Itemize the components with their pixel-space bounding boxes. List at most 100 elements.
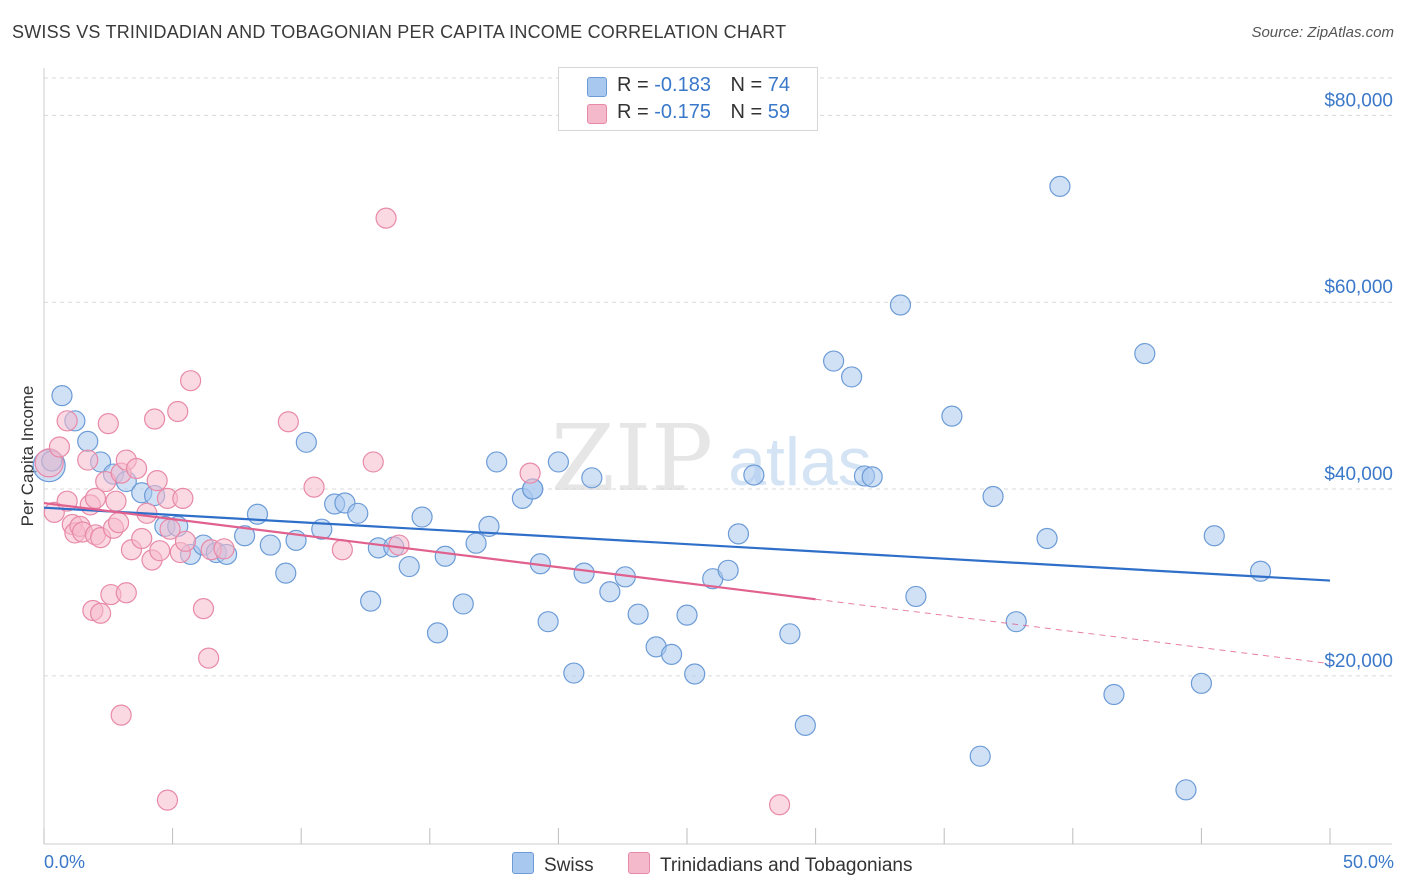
swiss-point (426, 622, 449, 644)
chart-source: Source: ZipAtlas.com (1251, 24, 1394, 41)
trini-point (375, 207, 397, 229)
swiss-point (599, 581, 621, 603)
trini-point (388, 534, 410, 556)
trini-legend-swatch (628, 852, 650, 874)
trini-point (146, 470, 168, 492)
swiss-point (1175, 779, 1197, 801)
y-tick-label: $20,000 (1324, 651, 1393, 672)
y-tick-labels: $20,000 $40,000 $60,000 $80,000 (1324, 90, 1393, 671)
trini-r-value: -0.175 (654, 101, 711, 123)
swiss-legend-label: Swiss (544, 855, 594, 876)
swiss-point (295, 431, 317, 453)
swiss-point (465, 532, 487, 554)
trini-point (156, 789, 179, 811)
trini-point (362, 451, 384, 473)
swiss-point (982, 485, 1004, 508)
swiss-legend-swatch (512, 852, 534, 874)
swiss-trend-line (43, 506, 1331, 582)
trini-point (331, 539, 353, 561)
x-min-label: 0.0% (44, 852, 86, 872)
swiss-point (889, 294, 912, 316)
watermark: ZIP atlas (551, 405, 872, 512)
swiss-point (1103, 683, 1125, 706)
trini-points (34, 207, 791, 816)
swiss-r-value: -0.183 (654, 74, 711, 96)
trini-point (143, 408, 166, 430)
swiss-point (563, 662, 585, 684)
swiss-point (727, 523, 750, 545)
trini-point (56, 410, 78, 432)
swiss-point (1049, 175, 1071, 197)
swiss-point (51, 385, 73, 407)
swiss-point (360, 590, 382, 612)
axes (43, 68, 1392, 845)
trini-n-value: 59 (767, 101, 791, 123)
trini-point (192, 597, 215, 620)
trini-legend-label: Trinidadians and Tobagonians (660, 855, 913, 876)
legend-row-swiss: R = -0.183 N = 74 (587, 74, 790, 97)
trini-point (48, 436, 71, 458)
watermark-atlas: atlas (728, 424, 872, 500)
swiss-point (1203, 525, 1225, 547)
legend-item-swiss[interactable]: Swiss (512, 852, 594, 877)
swiss-point (411, 506, 433, 528)
trini-point (115, 582, 137, 604)
trini-point (768, 794, 791, 816)
swiss-n-value: 74 (767, 74, 791, 96)
legend-row-trini: R = -0.175 N = 59 (587, 101, 790, 124)
trini-point (303, 476, 325, 498)
trini-point (519, 462, 541, 484)
swiss-point (434, 545, 456, 567)
swiss-point (627, 603, 649, 625)
swiss-point (537, 611, 559, 633)
swiss-point (478, 515, 500, 537)
trini-point (277, 411, 299, 433)
swiss-r-label: R = (617, 74, 655, 96)
y-tick-label: $40,000 (1324, 464, 1393, 485)
y-tick-label: $60,000 (1324, 277, 1393, 298)
trini-point (89, 602, 112, 624)
swiss-point (1134, 342, 1156, 365)
x-max-label: 50.0% (1342, 852, 1394, 872)
swiss-point (275, 562, 297, 584)
trini-n-label: N = (730, 101, 768, 123)
trini-swatch (587, 104, 607, 124)
swiss-point (347, 502, 369, 524)
swiss-point (581, 467, 603, 489)
trend-lines (43, 501, 1331, 665)
swiss-point (660, 643, 683, 665)
swiss-point (1249, 560, 1272, 582)
trini-trend-line (43, 501, 816, 601)
swiss-point (841, 366, 863, 388)
swiss-point (743, 464, 765, 486)
correlation-legend: R = -0.183 N = 74 R = -0.175 N = 59 (558, 67, 818, 131)
chart-title: SWISS VS TRINIDADIAN AND TOBAGONIAN PER … (12, 22, 787, 42)
trini-point (174, 530, 197, 552)
watermark-zip: ZIP (551, 405, 713, 512)
swiss-point (398, 555, 420, 578)
trini-point (107, 512, 130, 534)
trini-point (180, 370, 202, 392)
swiss-point (1036, 527, 1058, 550)
swiss-point (676, 604, 698, 626)
swiss-point (905, 585, 927, 608)
trini-r-label: R = (617, 101, 655, 123)
swiss-point (1190, 672, 1213, 694)
swiss-point (1005, 611, 1027, 633)
legend-item-trini[interactable]: Trinidadians and Tobagonians (628, 852, 912, 877)
swiss-point (861, 466, 883, 488)
trini-point (105, 490, 127, 512)
trini-point (131, 527, 153, 550)
trini-point (125, 457, 148, 480)
trini-point (213, 538, 235, 560)
swiss-point (684, 663, 706, 685)
trini-point (167, 400, 189, 423)
swiss-point (486, 451, 508, 473)
trini-trend-extension (815, 598, 1331, 665)
trini-point (149, 540, 171, 562)
swiss-point (547, 451, 570, 473)
trini-point (110, 704, 132, 726)
swiss-point (259, 534, 281, 556)
swiss-point (969, 745, 991, 767)
swiss-swatch (587, 77, 607, 97)
